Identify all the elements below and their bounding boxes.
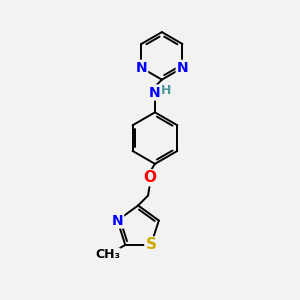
Text: O: O	[143, 170, 157, 185]
Text: H: H	[161, 84, 171, 97]
Text: N: N	[177, 61, 188, 75]
Text: N: N	[136, 61, 147, 75]
Text: S: S	[146, 237, 156, 252]
Text: CH₃: CH₃	[95, 248, 120, 261]
Text: N: N	[112, 214, 123, 227]
Text: N: N	[149, 85, 161, 100]
